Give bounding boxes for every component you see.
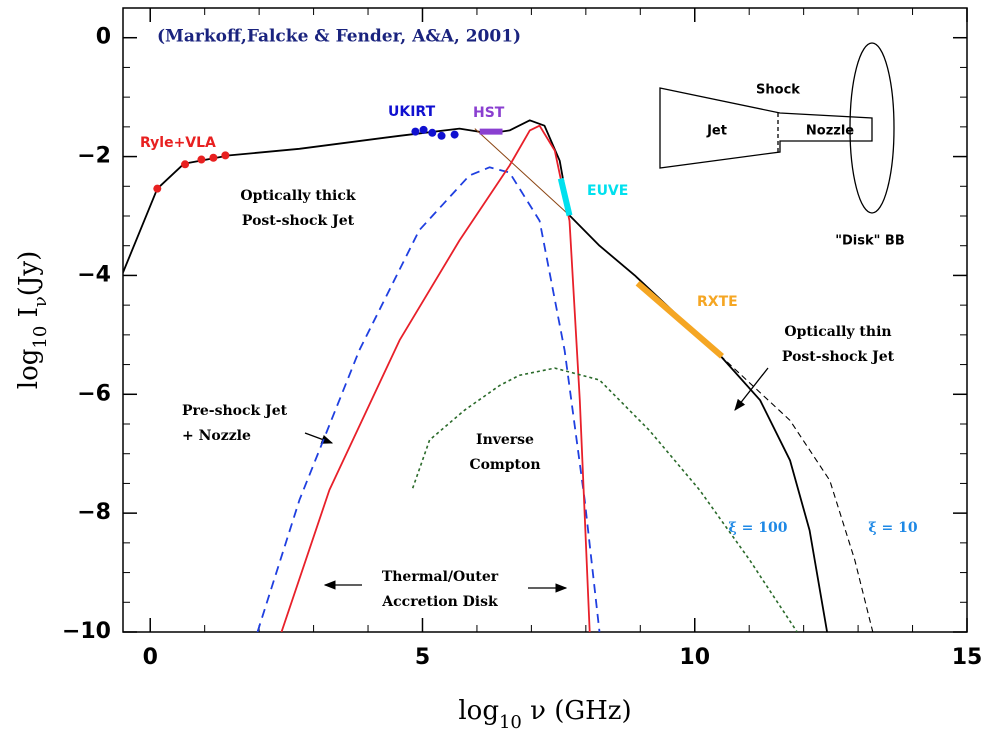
- annotation: Post-shock Jet: [242, 213, 355, 229]
- series-line: [411, 367, 798, 632]
- jet-shape: [659, 87, 873, 169]
- series-label: RXTE: [697, 294, 738, 310]
- plot-frame: [122, 7, 968, 633]
- series-line: [719, 354, 874, 632]
- data-point: [419, 125, 428, 134]
- annotation: "Disk" BB: [835, 234, 905, 249]
- annotation: Shock: [756, 83, 800, 98]
- annotation: Post-shock Jet: [782, 349, 895, 365]
- series-line: [256, 166, 601, 632]
- series-label: Ryle+VLA: [140, 135, 216, 151]
- annotation: Jet: [706, 124, 727, 139]
- data-point: [428, 128, 437, 137]
- annotation: Nozzle: [806, 124, 854, 139]
- data-point: [197, 155, 206, 164]
- y-tick-label: 0: [96, 25, 111, 50]
- y-tick-label: −8: [77, 500, 111, 525]
- x-tick-label: 0: [143, 645, 158, 670]
- axis-label-part: ν: [30, 296, 51, 307]
- x-tick-label: 15: [952, 645, 983, 670]
- annotation: Compton: [469, 457, 540, 473]
- arrow: [304, 432, 334, 444]
- annotation: Inverse: [476, 432, 534, 448]
- annotation: + Nozzle: [182, 428, 251, 444]
- axis-label-part: 10: [499, 712, 522, 733]
- y-tick-label: −6: [77, 381, 111, 406]
- inset-diagram: [659, 42, 895, 214]
- y-tick-label: −4: [77, 262, 111, 287]
- axis-label-part: log: [14, 349, 44, 390]
- arrow: [734, 367, 769, 411]
- series-label: EUVE: [587, 183, 628, 199]
- series-line: [474, 128, 570, 216]
- data-point: [209, 153, 218, 162]
- series-line: [557, 177, 573, 217]
- y-tick-label: −10: [62, 619, 111, 644]
- axis-label-part: 10: [30, 326, 51, 349]
- axis-label-part: ν (GHz): [522, 696, 632, 726]
- axis-label-part: (Jy): [14, 251, 44, 296]
- data-point: [153, 184, 162, 193]
- series-label: UKIRT: [388, 104, 436, 120]
- axis-label-part: log: [458, 696, 499, 726]
- annotation: Optically thick: [240, 188, 355, 204]
- annotation: ξ = 100: [729, 520, 788, 536]
- series-label: HST: [473, 105, 505, 121]
- y-tick-label: −2: [77, 144, 111, 169]
- x-tick-label: 5: [415, 645, 430, 670]
- series-line: [280, 124, 591, 632]
- chart-title: (Markoff,Falcke & Fender, A&A, 2001): [157, 27, 521, 47]
- data-point: [181, 160, 190, 169]
- axis-label-part: I: [14, 307, 44, 326]
- x-tick-label: 10: [679, 645, 710, 670]
- annotation: ξ = 10: [868, 520, 918, 536]
- disk-shape: [849, 42, 895, 214]
- annotation: Thermal/Outer: [382, 569, 499, 585]
- annotation: Pre-shock Jet: [182, 403, 288, 419]
- data-point: [411, 127, 420, 136]
- plot-area: [123, 119, 874, 632]
- series-line: [123, 119, 828, 632]
- data-point: [450, 130, 459, 139]
- annotation: Accretion Disk: [381, 594, 498, 610]
- y-axis-label: log10 Iν(Jy): [14, 251, 51, 389]
- arrows: [304, 367, 769, 593]
- series-line: [635, 280, 724, 359]
- data-point: [221, 151, 230, 160]
- data-point: [437, 131, 446, 140]
- x-axis-label: log10 ν (GHz): [458, 696, 631, 733]
- annotation: Optically thin: [784, 324, 891, 340]
